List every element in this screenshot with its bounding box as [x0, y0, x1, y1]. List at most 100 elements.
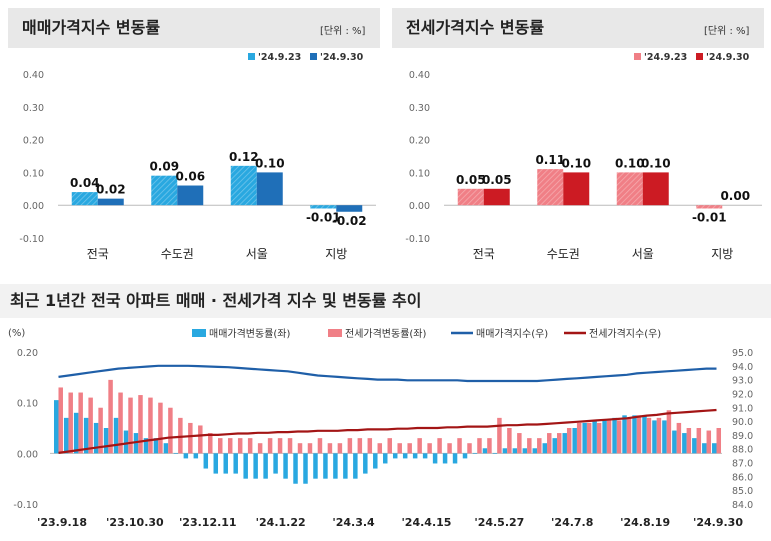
trend-sale-change-bar — [93, 422, 99, 454]
trend-rent-change-bar — [168, 407, 173, 454]
sale-legend-swatch — [310, 53, 317, 60]
trend-sale-change-bar — [562, 433, 567, 454]
trend-sale-change-bar — [263, 453, 268, 479]
rent-ytick-label: 0.00 — [409, 201, 430, 212]
trend-rent-change-bar — [716, 428, 722, 454]
sale-value-label: 0.04 — [70, 176, 100, 190]
trend-sale-change-bar — [662, 420, 667, 454]
trend-sale-change-bar — [682, 433, 687, 454]
trend-sale-change-bar — [422, 453, 428, 459]
trend-legend-label: 매매가격변동률(좌) — [209, 327, 291, 340]
trend-sale-change-bar — [253, 453, 258, 479]
trend-sale-change-bar — [173, 453, 179, 454]
sale-value-label: -0.01 — [306, 210, 341, 224]
trend-sale-change-bar — [63, 417, 69, 454]
trend-rent-change-bar — [487, 438, 492, 454]
rent-ytick-label: -0.10 — [405, 234, 430, 245]
sale-legend-label: '24.9.30 — [320, 52, 364, 63]
trend-sale-change-bar — [672, 430, 677, 454]
rent-ytick-label: 0.10 — [409, 168, 430, 179]
trend-rent-change-bar — [108, 379, 113, 454]
trend-sale-change-bar — [402, 453, 408, 459]
rent-category-label: 수도권 — [547, 247, 580, 261]
trend-rent-change-bar — [247, 438, 253, 454]
trend-rent-change-bar — [676, 422, 682, 454]
trend-rent-change-bar — [497, 417, 502, 454]
rent-ytick-label: 0.20 — [409, 136, 430, 147]
rent-legend-label: '24.9.23 — [644, 52, 687, 63]
trend-sale-change-bar — [462, 453, 468, 459]
trend-rent-change-bar — [337, 443, 343, 454]
trend-rent-change-bar — [297, 443, 303, 454]
rent-value-label: -0.01 — [692, 210, 727, 224]
trend-right-tick-label: 84.0 — [732, 500, 753, 511]
trend-legend-label: 전세가격변동률(좌) — [345, 327, 427, 340]
rent-chart-unit: [단위 : %] — [704, 26, 750, 37]
trend-sale-change-bar — [612, 417, 617, 454]
sale-legend-label: '24.9.23 — [258, 52, 301, 63]
trend-sale-change-bar — [113, 417, 119, 454]
trend-sale-change-bar — [472, 453, 478, 454]
rent-category-label: 서울 — [632, 247, 654, 261]
trend-sale-change-bar — [552, 438, 557, 454]
trend-sale-change-bar — [73, 412, 79, 454]
trend-x-tick-label: '23.9.18 — [37, 516, 87, 529]
trend-right-tick-label: 88.0 — [732, 445, 753, 456]
rent-bar — [537, 169, 564, 206]
sale-bar — [310, 205, 337, 209]
trend-rent-change-bar — [517, 433, 522, 454]
trend-rent-index-line — [58, 408, 717, 454]
trend-sale-change-bar — [482, 448, 488, 454]
trend-rent-change-bar — [68, 392, 73, 454]
trend-sale-change-bar — [692, 438, 697, 454]
rent-bar — [642, 172, 669, 206]
trend-sale-change-bar — [642, 415, 647, 454]
trend-sale-change-bar — [143, 438, 149, 454]
trend-right-tick-label: 91.0 — [732, 403, 753, 414]
sale-value-label: 0.09 — [149, 160, 179, 174]
trend-sale-change-bar — [432, 453, 438, 464]
trend-rent-change-bar — [547, 433, 552, 454]
trend-rent-change-bar — [696, 428, 702, 454]
trend-rent-change-bar — [58, 387, 63, 454]
trend-sale-change-bar — [193, 453, 199, 459]
trend-right-tick-label: 94.0 — [732, 362, 753, 373]
trend-rent-change-bar — [626, 417, 632, 454]
trend-sale-change-bar — [652, 420, 657, 454]
trend-sale-change-bar — [353, 453, 358, 479]
rent-change-chart: 0.40 0.30 0.20 0.10 0.00 -0.10 '24.9.23 '24.9.3… — [405, 52, 762, 261]
rent-value-label: 0.05 — [456, 173, 486, 187]
trend-sale-change-bar — [163, 443, 169, 454]
trend-rent-change-bar — [178, 417, 183, 454]
trend-rent-change-bar — [566, 428, 572, 454]
trend-sale-change-bar — [123, 430, 129, 454]
sale-legend-swatch — [248, 53, 255, 60]
rent-legend-swatch — [634, 53, 641, 60]
trend-sale-change-bar — [452, 453, 458, 464]
trend-rent-change-bar — [576, 422, 582, 454]
trend-right-tick-label: 85.0 — [732, 486, 753, 497]
trend-sale-change-bar — [343, 453, 348, 479]
sale-bar — [177, 185, 204, 206]
sale-change-chart: 0.40 0.30 0.20 0.10 0.00 -0.10 '24.9.23 '24.9.3… — [19, 52, 376, 261]
trend-rent-change-bar — [377, 443, 383, 454]
trend-rent-change-bar — [148, 397, 153, 454]
trend-x-tick-label: '23.12.11 — [179, 516, 237, 529]
trend-legend-swatch — [328, 329, 342, 337]
sale-category-label: 지방 — [325, 247, 347, 261]
trend-sale-change-bar — [572, 428, 577, 454]
trend-sale-change-bar — [183, 453, 189, 459]
trend-sale-change-bar — [103, 428, 109, 454]
trend-rent-change-bar — [357, 438, 363, 454]
sale-category-label: 수도권 — [161, 247, 194, 261]
trend-right-tick-label: 90.0 — [732, 417, 753, 428]
trend-rent-change-bar — [447, 443, 452, 454]
trend-rent-change-bar — [387, 438, 392, 454]
trend-right-tick-label: 93.0 — [732, 376, 753, 387]
trend-rent-change-bar — [307, 443, 313, 454]
trend-right-tick-label: 87.0 — [732, 459, 753, 470]
trend-rent-change-bar — [477, 438, 482, 454]
trend-rent-change-bar — [277, 438, 283, 454]
trend-sale-change-bar — [392, 453, 398, 459]
rent-bar — [696, 205, 723, 209]
